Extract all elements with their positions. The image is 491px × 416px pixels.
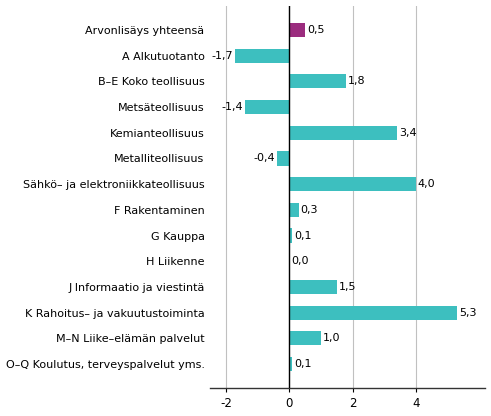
Text: 3,4: 3,4: [399, 128, 416, 138]
Text: 1,0: 1,0: [323, 333, 340, 343]
Text: 0,0: 0,0: [291, 256, 309, 266]
Bar: [245, 100, 289, 114]
Bar: [289, 23, 305, 37]
Text: -1,4: -1,4: [221, 102, 243, 112]
Text: 4,0: 4,0: [418, 179, 436, 189]
Bar: [289, 331, 321, 345]
Text: 1,5: 1,5: [339, 282, 356, 292]
Bar: [289, 280, 337, 294]
Text: 1,8: 1,8: [348, 77, 366, 87]
Text: 0,1: 0,1: [294, 359, 312, 369]
Text: -0,4: -0,4: [253, 154, 274, 163]
Bar: [289, 203, 299, 217]
Text: 5,3: 5,3: [459, 307, 476, 317]
Bar: [289, 228, 293, 243]
Bar: [289, 305, 457, 319]
Bar: [289, 177, 416, 191]
Bar: [289, 357, 293, 371]
Text: 0,5: 0,5: [307, 25, 325, 35]
Text: 0,3: 0,3: [300, 205, 318, 215]
Text: 0,1: 0,1: [294, 230, 312, 240]
Bar: [235, 49, 289, 63]
Bar: [289, 126, 397, 140]
Bar: [276, 151, 289, 166]
Bar: [289, 74, 346, 89]
Text: -1,7: -1,7: [212, 51, 234, 61]
